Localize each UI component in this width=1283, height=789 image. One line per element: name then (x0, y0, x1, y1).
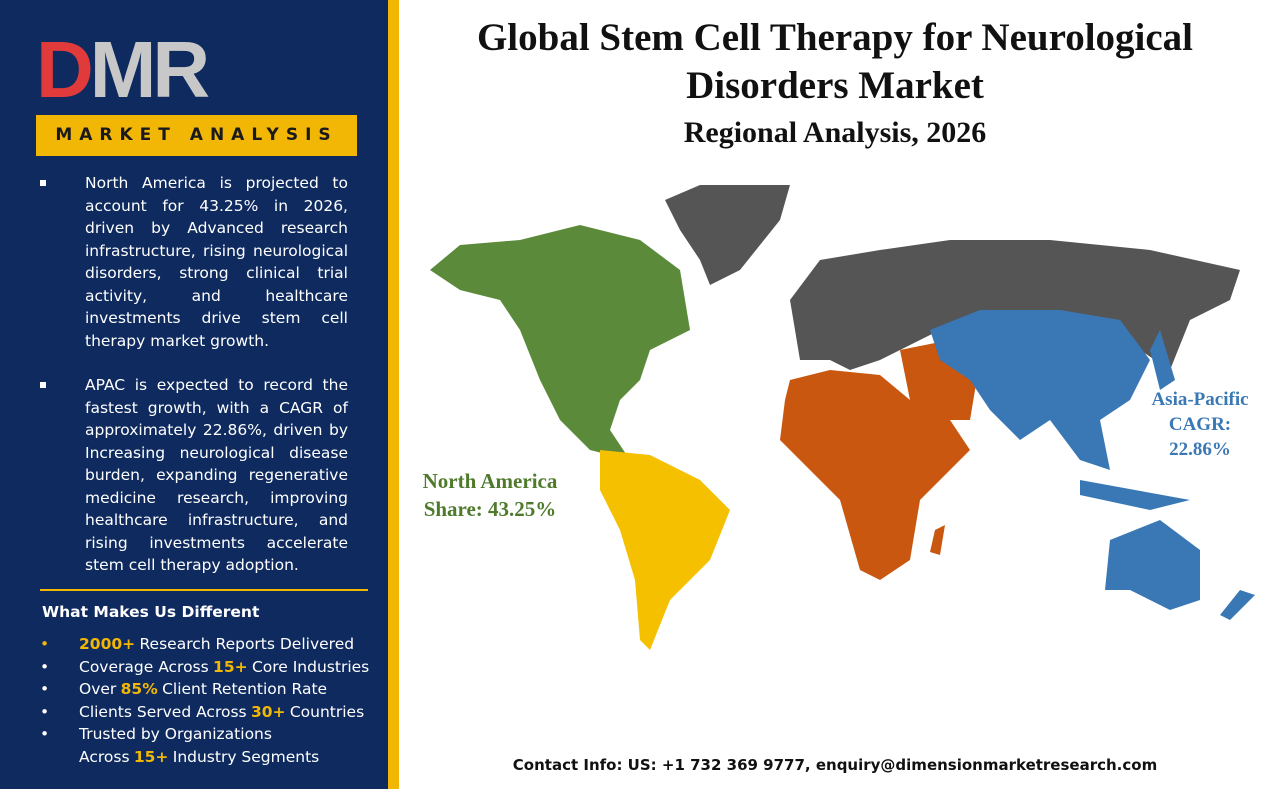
bullet (40, 382, 46, 388)
item-text: Trusted by Organizations Across (79, 725, 272, 766)
greenland (665, 185, 790, 285)
item-text: Core Industries (251, 657, 370, 676)
south-america (600, 450, 730, 650)
australia (1105, 520, 1200, 610)
bullet (40, 180, 46, 186)
item-text: Client Retention Rate (162, 680, 328, 699)
item-text: Over (79, 680, 117, 699)
north-america (430, 225, 690, 460)
title: Global Stem Cell Therapy for Neurologica… (476, 16, 1194, 107)
tagline: MARKET ANALYSIS (36, 115, 357, 156)
annotation: Asia-Pacific CAGR: 22.86% (1135, 387, 1265, 462)
annotation-line: North America (422, 469, 558, 493)
highlight: 15+ (133, 747, 169, 766)
highlight: 15+ (213, 657, 248, 676)
japan (1150, 330, 1175, 390)
item-text: Countries (289, 702, 365, 721)
divider (40, 589, 368, 591)
annotation: North America Share: 43.25% (405, 467, 575, 523)
contact-info: Contact Info: US: +1 732 369 9777, enqui… (512, 756, 1158, 774)
item-text: Clients Served Across (79, 702, 247, 721)
world-map (430, 185, 1255, 650)
logo: DMR (36, 30, 210, 110)
annotation-line: CAGR: (1168, 414, 1232, 435)
southeast-asia (1080, 480, 1190, 510)
highlight: 30+ (250, 702, 286, 721)
sidebar: DMR MARKET ANALYSIS North America is pro… (0, 0, 388, 789)
item-text: Industry Segments (172, 747, 320, 766)
paragraph: North America is projected to account fo… (85, 174, 348, 350)
subtitle: Regional Analysis, 2026 (683, 116, 987, 149)
difference-item: 2000+Research Reports Delivered (40, 633, 380, 656)
annotation-line: Asia-Pacific (1151, 389, 1249, 410)
accent-bar (388, 0, 399, 789)
paragraph: APAC is expected to record the fastest g… (85, 376, 348, 574)
new-zealand (1220, 590, 1255, 620)
highlight: 85% (120, 680, 158, 699)
logo-part: MR (89, 25, 210, 114)
annotation-line: Share: 43.25% (423, 497, 557, 521)
asia (930, 310, 1150, 470)
difference-list: 2000+Research Reports DeliveredCoverage … (40, 633, 380, 769)
item-text: Research Reports Delivered (139, 635, 355, 653)
item-text: Coverage Across (79, 657, 209, 676)
logo-part: D (36, 25, 94, 114)
annotation-line: 22.86% (1169, 439, 1231, 460)
difference-item: Trusted by Organizations Across15+Indust… (40, 723, 380, 768)
section-title: What Makes Us Different (42, 603, 260, 621)
highlight: 2000+ (79, 635, 136, 653)
africa (780, 370, 970, 580)
madagascar (930, 525, 945, 555)
